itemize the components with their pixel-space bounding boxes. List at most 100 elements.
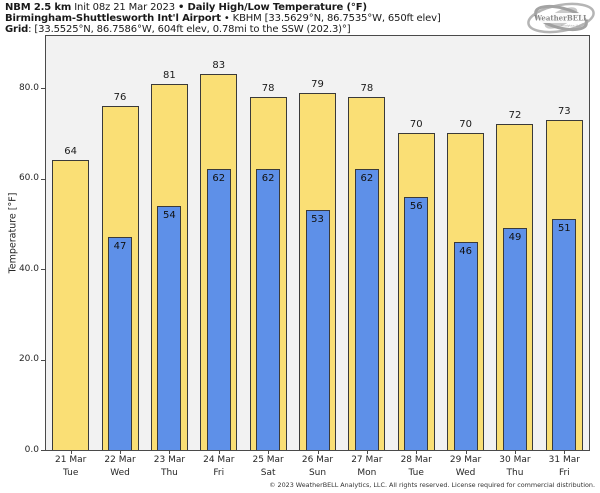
- y-tick-label: 80.0: [18, 82, 39, 93]
- y-tick-mark: [41, 269, 45, 271]
- x-tick-mark: [317, 451, 319, 454]
- y-tick-mark: [41, 178, 45, 180]
- station-coords: • KBHM [33.5629°N, 86.7535°W, 650ft elev…: [220, 13, 441, 25]
- bar-low-value-label: 47: [113, 241, 127, 253]
- bar-high-value-label: 70: [459, 119, 472, 131]
- bar-low-value-label: 46: [459, 245, 472, 257]
- bar-low: [404, 196, 429, 450]
- bar-low-value-label: 62: [212, 173, 226, 185]
- x-tick-day: Sat: [260, 467, 276, 478]
- bar-low-value-label: 53: [311, 214, 324, 226]
- bar-low: [108, 237, 133, 450]
- bar-low-value-label: 62: [261, 173, 275, 185]
- x-tick-mark: [70, 451, 72, 454]
- init-time: Init 08z 21 Mar 2023: [71, 2, 178, 13]
- x-tick-label: 23 Mar Thu: [137, 454, 201, 479]
- y-tick-label: 20.0: [18, 354, 39, 364]
- plot-area: 64 76 47 81 54 83 62 78 62 79 53 78 62 70 56 70 46 72 49 73…: [45, 35, 590, 451]
- bar-low-value-label: 62: [360, 173, 374, 185]
- x-tick-date: 26 Mar: [301, 455, 334, 465]
- x-tick-date: 29 Mar: [449, 455, 482, 465]
- station-name: Birmingham-Shuttlesworth Int'l Airport: [5, 13, 221, 25]
- logo-text-band: [537, 13, 585, 23]
- bar-low: [305, 210, 330, 450]
- logo-subtext: Analytics LLC: [561, 24, 581, 28]
- grid-label: Grid: [5, 24, 29, 36]
- y-tick-mark: [41, 88, 45, 90]
- x-tick-mark: [218, 451, 220, 454]
- weatherbell-logo: WeatherBELL Analytics LLC: [527, 2, 595, 34]
- x-tick-mark: [366, 451, 368, 454]
- bar-high-value-label: 73: [557, 105, 571, 117]
- x-tick-label: 22 Mar Wed: [88, 454, 152, 479]
- chart-title-line-1: NBM 2.5 km Init 08z 21 Mar 2023 • Daily …: [5, 2, 441, 13]
- x-tick-day: Thu: [506, 467, 524, 478]
- x-tick-label: 27 Mar Mon: [335, 454, 399, 479]
- x-tick-label: 24 Mar Fri: [187, 454, 251, 479]
- x-tick-mark: [465, 451, 467, 454]
- y-tick-mark: [41, 359, 45, 361]
- bar-high-value-label: 64: [64, 146, 78, 158]
- x-tick-day: Thu: [160, 467, 178, 478]
- y-tick-label: 40.0: [18, 263, 39, 274]
- x-tick-date: 25 Mar: [252, 455, 284, 465]
- x-tick-mark: [514, 451, 516, 454]
- bar-high-value-label: 70: [409, 119, 423, 131]
- x-tick-day: Fri: [558, 467, 570, 478]
- bar-low-value-label: 49: [508, 232, 522, 244]
- bar-low: [453, 241, 478, 450]
- bar-low: [157, 205, 182, 450]
- x-tick-day: Mon: [357, 467, 377, 478]
- x-tick-mark: [416, 451, 418, 454]
- bar-high-value-label: 79: [311, 78, 324, 90]
- chart-type-title: • Daily High/Low Temperature (°F): [177, 2, 367, 13]
- x-tick-label: 29 Mar Wed: [434, 454, 498, 479]
- bar-low: [502, 228, 527, 450]
- logo-swirl-outer: [527, 2, 595, 34]
- bar-high-value-label: 83: [212, 60, 226, 72]
- y-axis-label: Temperature [°F]: [7, 192, 19, 274]
- x-tick-mark: [564, 451, 566, 454]
- bar-low-value-label: 56: [409, 200, 423, 212]
- x-tick-day: Tue: [408, 467, 424, 478]
- bar-high-value-label: 81: [163, 69, 176, 81]
- bar-high: [52, 160, 90, 450]
- y-tick-mark: [41, 450, 45, 451]
- bar-low: [206, 169, 231, 450]
- y-tick-label: 60.0: [18, 173, 39, 184]
- x-tick-label: 28 Mar Tue: [384, 454, 448, 479]
- bar-high-value-label: 78: [360, 83, 374, 95]
- bar-high-value-label: 76: [113, 92, 127, 104]
- x-tick-label: 21 Mar Tue: [39, 454, 103, 479]
- x-tick-date: 30 Mar: [499, 455, 531, 465]
- model-name: NBM 2.5 km: [5, 2, 72, 13]
- x-tick-date: 28 Mar: [400, 455, 432, 465]
- x-tick-label: 26 Mar Sun: [286, 454, 350, 479]
- bar-low-value-label: 51: [557, 223, 571, 235]
- x-tick-label: 25 Mar Sat: [236, 454, 300, 479]
- bar-low: [256, 169, 281, 450]
- x-tick-date: 21 Mar: [55, 455, 87, 465]
- logo-swirl-mid: [534, 4, 588, 32]
- x-tick-day: Wed: [455, 467, 476, 478]
- x-tick-day: Sun: [308, 467, 327, 478]
- x-tick-date: 24 Mar: [203, 455, 235, 465]
- bar-low: [552, 219, 577, 450]
- x-tick-day: Wed: [110, 467, 130, 478]
- x-tick-day: Tue: [62, 467, 79, 478]
- x-tick-date: 27 Mar: [351, 455, 383, 465]
- logo-text: WeatherBELL: [533, 14, 588, 23]
- y-tick-label: 0.0: [24, 444, 39, 455]
- chart-title-line-3: Grid: [33.5525°N, 86.7586°W, 604ft elev,…: [5, 24, 441, 35]
- x-tick-label: 30 Mar Thu: [483, 454, 547, 479]
- x-tick-date: 22 Mar: [104, 455, 136, 465]
- x-tick-day: Fri: [213, 467, 225, 478]
- grid-coords: : [33.5525°N, 86.7586°W, 604ft elev, 0.7…: [28, 24, 351, 36]
- x-tick-date: 31 Mar: [548, 455, 580, 465]
- x-tick-mark: [169, 451, 171, 454]
- bar-low-value-label: 54: [163, 209, 176, 221]
- chart-title-line-2: Birmingham-Shuttlesworth Int'l Airport •…: [5, 13, 441, 24]
- copyright-notice: © 2023 WeatherBELL Analytics, LLC. All r…: [269, 481, 595, 489]
- x-tick-date: 23 Mar: [153, 455, 186, 465]
